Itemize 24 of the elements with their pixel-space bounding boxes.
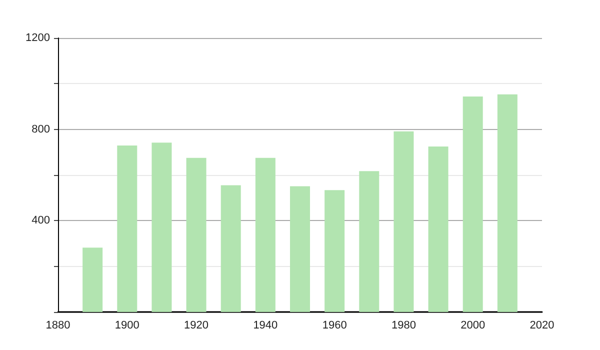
bar — [290, 186, 310, 312]
bar — [462, 96, 483, 312]
x-tick-label: 1920 — [184, 320, 209, 332]
bar — [220, 185, 241, 312]
bar — [497, 94, 518, 312]
x-tick-label: 1880 — [46, 320, 70, 332]
y-tick-label: 400 — [32, 214, 50, 227]
bar — [324, 190, 345, 312]
bar — [82, 248, 103, 312]
bar — [255, 158, 276, 312]
x-tick-label: 1980 — [391, 320, 416, 332]
x-tick-label: 1940 — [253, 320, 278, 332]
x-tick-label: 2000 — [460, 320, 486, 332]
x-tick-label: 2020 — [530, 320, 554, 332]
bar — [359, 171, 380, 312]
bar — [152, 142, 172, 312]
bar — [117, 146, 138, 312]
y-tick-label: 1200 — [26, 32, 50, 44]
bar — [394, 131, 414, 312]
bar — [428, 146, 448, 312]
y-tick-label: 800 — [32, 123, 50, 136]
x-tick-label: 1960 — [322, 320, 347, 332]
x-tick-label: 1900 — [114, 320, 140, 332]
bar — [186, 158, 206, 312]
